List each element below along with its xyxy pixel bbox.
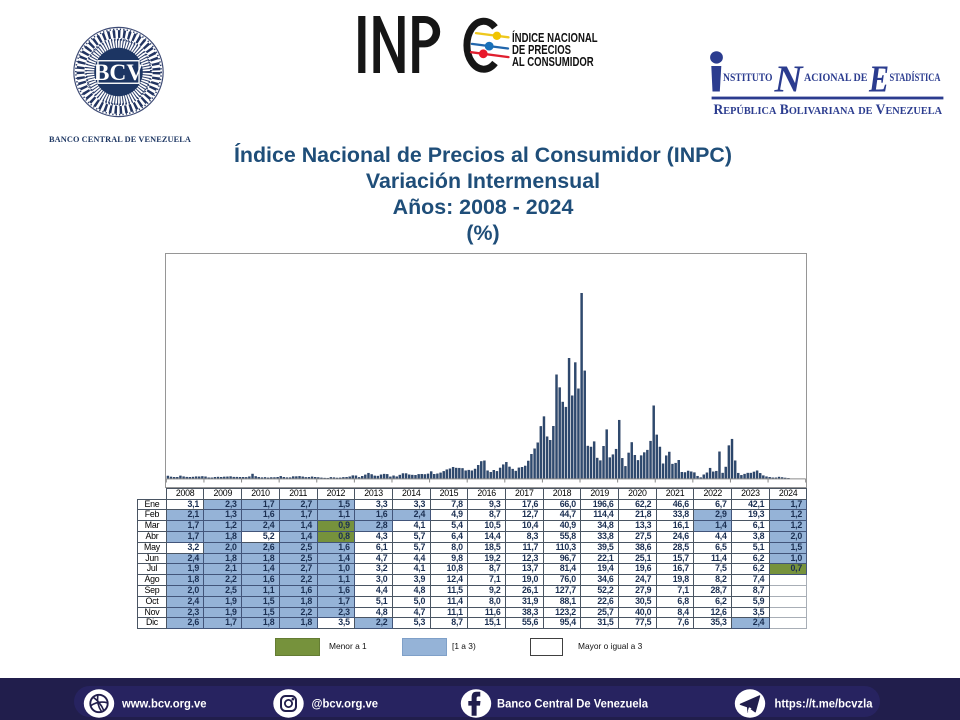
- svg-text:Banco Central De Venezuela: Banco Central De Venezuela: [497, 697, 648, 711]
- svg-text:STADÍSTICA: STADÍSTICA: [890, 70, 942, 84]
- svg-text:ACIONAL DE: ACIONAL DE: [804, 72, 868, 84]
- svg-text:E: E: [868, 59, 889, 101]
- svg-text:@bcv.org.ve: @bcv.org.ve: [312, 697, 379, 711]
- svg-text:www.bcv.org.ve: www.bcv.org.ve: [121, 697, 207, 711]
- svg-text:BCV: BCV: [93, 60, 143, 86]
- svg-text:REPÚBLICA BOLIVARIANA DE VENEZ: REPÚBLICA BOLIVARIANA DE VENEZUELA: [714, 102, 943, 118]
- svg-text:NSTITUTO: NSTITUTO: [723, 72, 773, 84]
- svg-text:N: N: [773, 59, 804, 101]
- svg-text:https://t.me/bcvzla: https://t.me/bcvzla: [775, 697, 873, 711]
